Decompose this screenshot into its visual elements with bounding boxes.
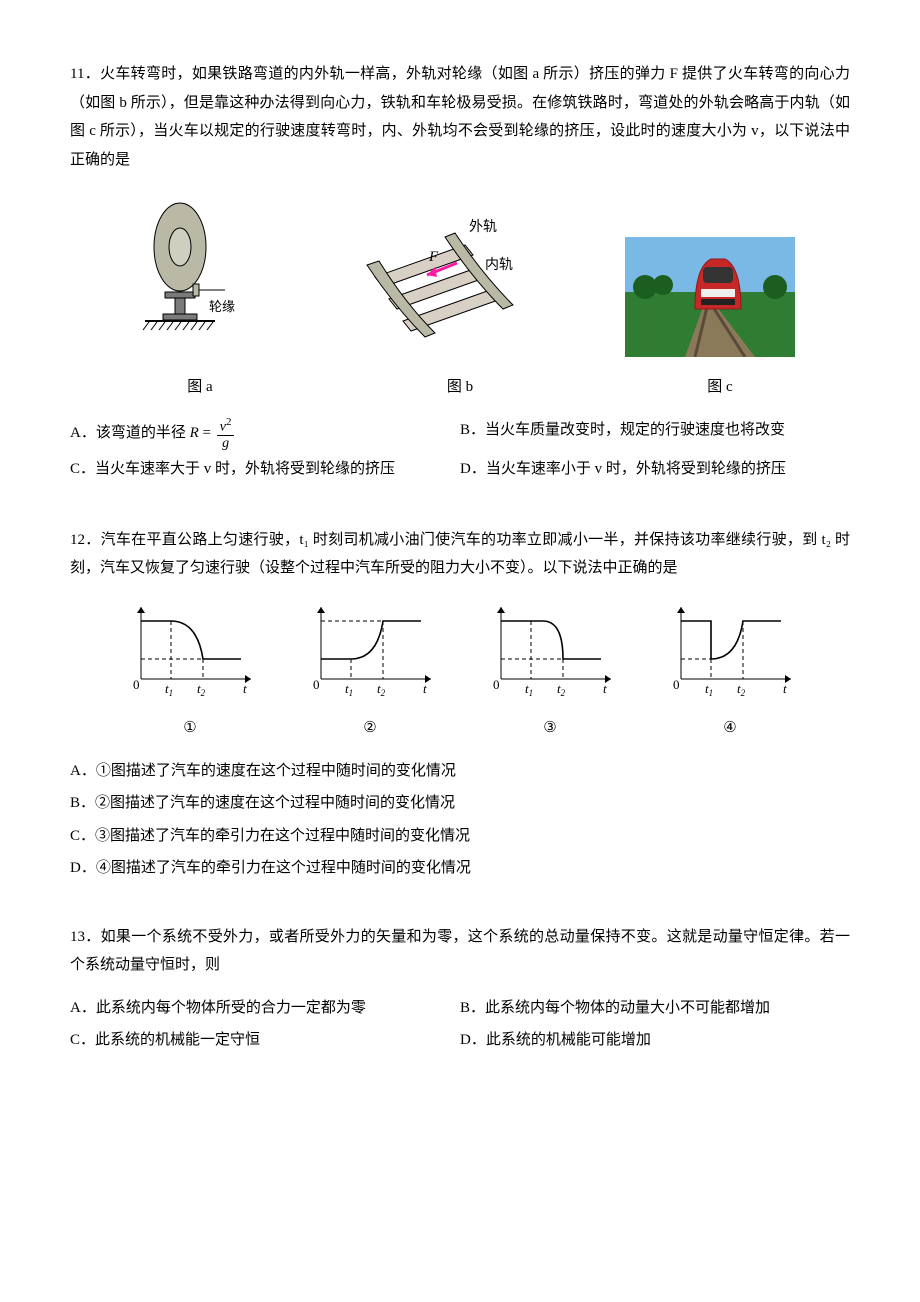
rail-force-icon: F 外轨 内轨 bbox=[345, 217, 515, 357]
inner-rail-label: 内轨 bbox=[485, 257, 513, 273]
q13-stem-text: 如果一个系统不受外力，或者所受外力的矢量和为零，这个系统的总动量保持不变。这就是… bbox=[70, 929, 850, 974]
q12-opt-b: B．②图描述了汽车的速度在这个过程中随时间的变化情况 bbox=[70, 789, 850, 818]
decay-graph-icon: 0 t1 t2 t bbox=[123, 601, 258, 696]
q11-opt-a-R: R bbox=[190, 425, 199, 441]
fig-a-label: 图 a bbox=[70, 373, 330, 402]
q11-stem-text: 火车转弯时，如果铁路弯道的内外轨一样高，外轨对轮缘（如图 a 所示）挤压的弹力 … bbox=[70, 66, 850, 168]
svg-text:t1: t1 bbox=[165, 681, 173, 696]
graph-2: 0 t1 t2 t bbox=[303, 601, 438, 707]
fig-c-label: 图 c bbox=[590, 373, 850, 402]
q11-opt-a-eq: = bbox=[199, 425, 215, 441]
q12-opt-c: C．③图描述了汽车的牵引力在这个过程中随时间的变化情况 bbox=[70, 822, 850, 851]
svg-text:t2: t2 bbox=[377, 681, 386, 696]
q11-opt-a-pre: A．该弯道的半径 bbox=[70, 425, 190, 441]
q13-stem: 13．如果一个系统不受外力，或者所受外力的矢量和为零，这个系统的总动量保持不变。… bbox=[70, 923, 850, 980]
flange-label: 轮缘 bbox=[207, 295, 237, 320]
q12-stem-text: 汽车在平直公路上匀速行驶，t₁ 时刻司机减小油门使汽车的功率立即减小一半，并保持… bbox=[70, 532, 850, 577]
q11-options: A．该弯道的半径 R = v2g B．当火车质量改变时，规定的行驶速度也将改变 … bbox=[70, 414, 850, 486]
q11-opt-a: A．该弯道的半径 R = v2g bbox=[70, 416, 460, 451]
svg-text:0: 0 bbox=[493, 677, 500, 692]
svg-text:t1: t1 bbox=[705, 681, 713, 696]
graph-3: 0 t1 t2 t bbox=[483, 601, 618, 707]
graph-4: 0 t1 t2 t bbox=[663, 601, 798, 707]
fraction-icon: v2g bbox=[217, 416, 235, 451]
q11-stem: 11．火车转弯时，如果铁路弯道的内外轨一样高，外轨对轮缘（如图 a 所示）挤压的… bbox=[70, 60, 850, 174]
question-11: 11．火车转弯时，如果铁路弯道的内外轨一样高，外轨对轮缘（如图 a 所示）挤压的… bbox=[70, 60, 850, 486]
q12-number: 12． bbox=[70, 532, 101, 548]
outer-rail-label: 外轨 bbox=[469, 219, 497, 235]
svg-text:0: 0 bbox=[133, 677, 140, 692]
question-12: 12．汽车在平直公路上匀速行驶，t₁ 时刻司机减小油门使汽车的功率立即减小一半，… bbox=[70, 526, 850, 883]
q11-opt-c: C．当火车速率大于 v 时，外轨将受到轮缘的挤压 bbox=[70, 455, 460, 484]
q13-opt-c: C．此系统的机械能一定守恒 bbox=[70, 1026, 460, 1055]
rise-graph-icon: 0 t1 t2 t bbox=[303, 601, 438, 696]
svg-text:t2: t2 bbox=[557, 681, 566, 696]
svg-text:t: t bbox=[603, 681, 607, 696]
q13-opt-a: A．此系统内每个物体所受的合力一定都为零 bbox=[70, 994, 460, 1023]
q12-opt-d: D．④图描述了汽车的牵引力在这个过程中随时间的变化情况 bbox=[70, 854, 850, 883]
svg-text:0: 0 bbox=[673, 677, 680, 692]
q12-graphs: 0 t1 t2 t 0 t1 t2 t bbox=[100, 601, 820, 707]
q13-opt-b: B．此系统内每个物体的动量大小不可能都增加 bbox=[460, 994, 850, 1023]
q13-options: A．此系统内每个物体所受的合力一定都为零 B．此系统内每个物体的动量大小不可能都… bbox=[70, 992, 850, 1057]
q11-fig-c bbox=[625, 237, 795, 368]
q11-fig-labels: 图 a 图 b 图 c bbox=[70, 373, 850, 402]
fig-b-label: 图 b bbox=[330, 373, 590, 402]
svg-text:0: 0 bbox=[313, 677, 320, 692]
graph-label-1: ① bbox=[100, 714, 280, 743]
q11-fig-a: 轮缘 bbox=[125, 192, 235, 367]
force-label-F: F bbox=[428, 249, 439, 265]
q11-opt-d: D．当火车速率小于 v 时，外轨将受到轮缘的挤压 bbox=[460, 455, 850, 484]
q11-opt-b: B．当火车质量改变时，规定的行驶速度也将改变 bbox=[460, 416, 850, 451]
svg-text:t1: t1 bbox=[345, 681, 353, 696]
train-photo-icon bbox=[625, 237, 795, 357]
graph-label-4: ④ bbox=[640, 714, 820, 743]
svg-text:t2: t2 bbox=[197, 681, 206, 696]
graph-label-3: ③ bbox=[460, 714, 640, 743]
question-13: 13．如果一个系统不受外力，或者所受外力的矢量和为零，这个系统的总动量保持不变。… bbox=[70, 923, 850, 1057]
svg-text:t: t bbox=[243, 681, 247, 696]
drop-decay-graph-icon: 0 t1 t2 t bbox=[483, 601, 618, 696]
svg-text:t: t bbox=[423, 681, 427, 696]
q13-opt-d: D．此系统的机械能可能增加 bbox=[460, 1026, 850, 1055]
q11-number: 11． bbox=[70, 66, 100, 82]
q12-stem: 12．汽车在平直公路上匀速行驶，t₁ 时刻司机减小油门使汽车的功率立即减小一半，… bbox=[70, 526, 850, 583]
svg-text:t: t bbox=[783, 681, 787, 696]
graph-label-2: ② bbox=[280, 714, 460, 743]
svg-text:t2: t2 bbox=[737, 681, 746, 696]
q11-fig-b: F 外轨 内轨 bbox=[345, 217, 515, 368]
svg-text:t1: t1 bbox=[525, 681, 533, 696]
graph-1: 0 t1 t2 t bbox=[123, 601, 258, 707]
q11-figures: 轮缘 F 外轨 内轨 bbox=[70, 192, 850, 367]
drop-rise-graph-icon: 0 t1 t2 t bbox=[663, 601, 798, 696]
q12-opt-a: A．①图描述了汽车的速度在这个过程中随时间的变化情况 bbox=[70, 757, 850, 786]
q12-options: A．①图描述了汽车的速度在这个过程中随时间的变化情况 B．②图描述了汽车的速度在… bbox=[70, 757, 850, 883]
q13-number: 13． bbox=[70, 929, 101, 945]
frac-den-g: g bbox=[217, 436, 235, 451]
q12-graph-labels: ① ② ③ ④ bbox=[100, 714, 820, 743]
